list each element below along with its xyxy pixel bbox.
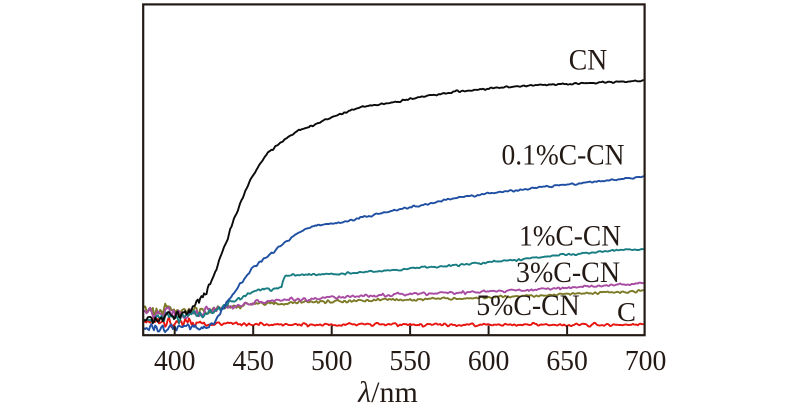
- svg-text:650: 650: [546, 345, 588, 377]
- svg-text:0.1%C-CN: 0.1%C-CN: [502, 139, 625, 172]
- svg-text:5%C-CN: 5%C-CN: [476, 289, 580, 322]
- svg-text:C: C: [617, 297, 636, 327]
- svg-text:600: 600: [468, 345, 510, 377]
- svg-text:3%C-CN: 3%C-CN: [516, 256, 620, 289]
- svg-text:450: 450: [232, 345, 274, 377]
- svg-text:λ/nm: λ/nm: [357, 376, 418, 409]
- svg-text:1%C-CN: 1%C-CN: [519, 220, 621, 253]
- svg-text:400: 400: [154, 345, 196, 377]
- svg-text:700: 700: [625, 345, 667, 377]
- svg-text:CN: CN: [569, 44, 608, 77]
- svg-text:550: 550: [389, 345, 431, 377]
- svg-text:500: 500: [311, 345, 353, 377]
